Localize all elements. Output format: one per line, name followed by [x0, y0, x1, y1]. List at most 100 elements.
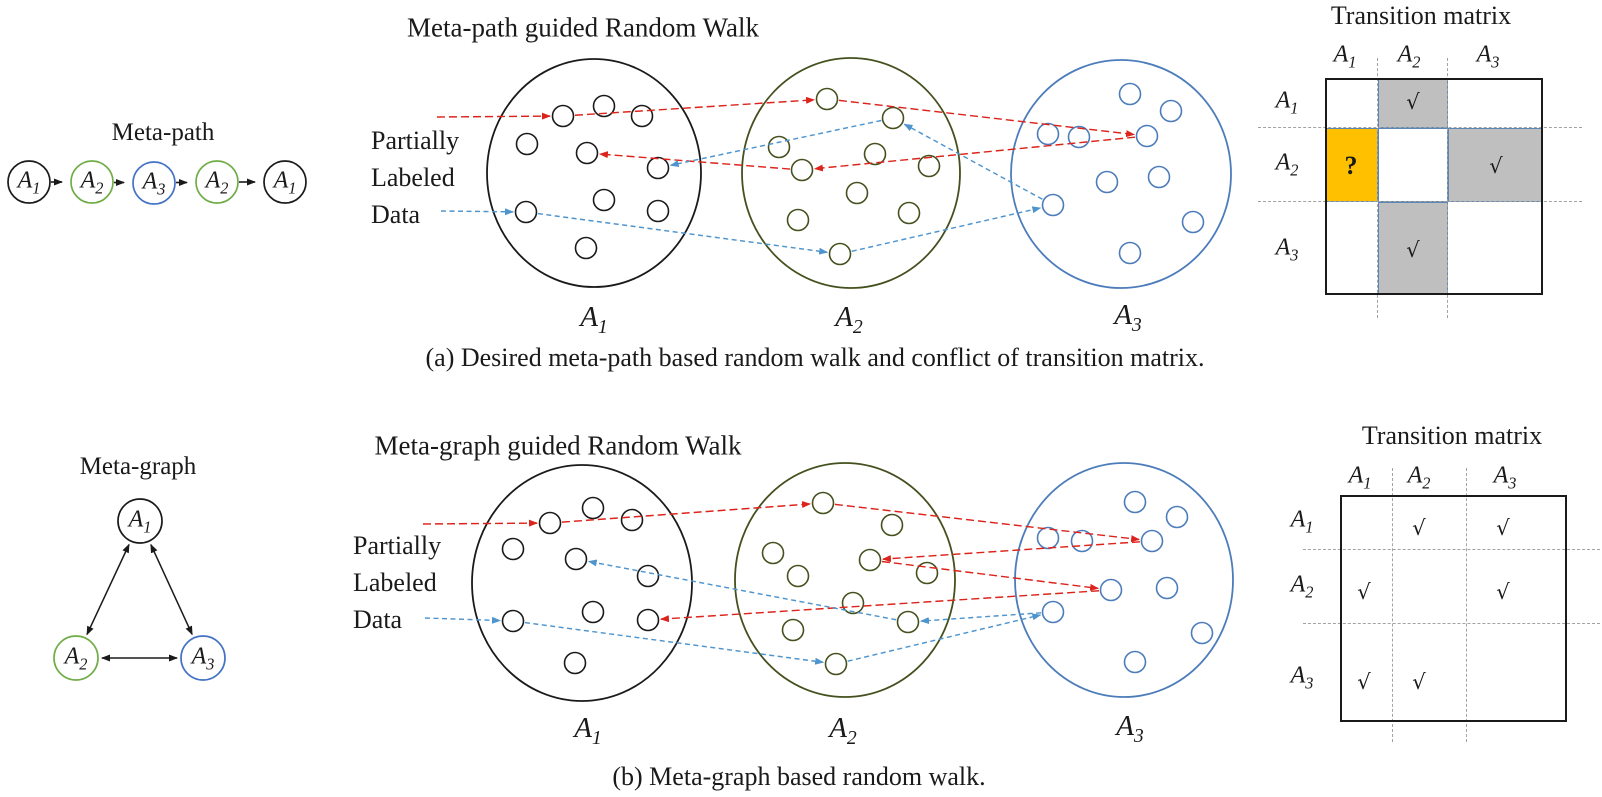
label-subscript: 2: [1290, 160, 1299, 180]
panel-b-red-walk-edge: [422, 519, 539, 527]
panel-a-matrix-cell-r0c1: [1378, 78, 1448, 128]
label-base: A: [574, 712, 592, 745]
meta-graph-node-A2: [53, 635, 99, 681]
label-base: A: [1333, 41, 1349, 68]
panel-a-node: [1135, 124, 1159, 148]
meta-graph-edge: [86, 543, 130, 636]
panel-b-node: [786, 564, 810, 588]
panel-b-node: [1123, 490, 1147, 514]
label-subscript: 2: [1412, 52, 1421, 72]
panel-a-matrix-border: [1325, 78, 1543, 295]
panel-b-matrix-col-header: A1: [1349, 463, 1372, 494]
label-subscript: 3: [1131, 313, 1142, 336]
label-subscript: 1: [1348, 52, 1357, 72]
panel-b-matrix-mark-r1c2: √: [1496, 580, 1510, 604]
panel-b-node: [1041, 600, 1065, 624]
label-subscript: 2: [79, 654, 88, 674]
panel-b-node: [1099, 578, 1123, 602]
panel-a-meta-path-title: Meta-path: [111, 119, 215, 146]
input-label-line: Partially: [371, 126, 460, 155]
label-subscript: 3: [1508, 473, 1517, 493]
panel-a-group-ellipse-A3: [1010, 59, 1232, 289]
panel-b-matrix-mark-r2c1: √: [1412, 670, 1426, 694]
panel-b-node: [880, 513, 904, 537]
panel-b-node: [1123, 650, 1147, 674]
label-subscript: 1: [32, 178, 41, 198]
input-label-line: Labeled: [353, 568, 437, 597]
panel-a-node: [1159, 99, 1183, 123]
label-subscript: 2: [852, 315, 863, 338]
panel-a-node: [1041, 193, 1065, 217]
panel-b-matrix-border: [1340, 495, 1567, 722]
panel-b-node: [1140, 529, 1164, 553]
meta-graph-node-A1: [117, 498, 163, 544]
label-base: A: [1275, 149, 1291, 176]
panel-b-node: [841, 591, 865, 615]
label-base: A: [80, 167, 96, 194]
panel-b-node: [636, 564, 660, 588]
panel-a-matrix-row-header: A1: [1276, 88, 1299, 119]
panel-a-node: [1181, 210, 1205, 234]
panel-b-matrix-row-header: A3: [1291, 663, 1314, 694]
panel-b-node: [824, 652, 848, 676]
label-base: A: [835, 301, 853, 334]
panel-a-walk-title: Meta-path guided Random Walk: [406, 12, 760, 43]
panel-b-node: [811, 491, 835, 515]
panel-a-node: [1095, 170, 1119, 194]
panel-b-blue-walk-edge: [587, 559, 897, 621]
panel-b-node: [1190, 621, 1214, 645]
label-base: A: [64, 643, 80, 670]
label-base: A: [128, 506, 144, 533]
panel-a-node: [515, 132, 539, 156]
panel-b-matrix-row-header: A1: [1291, 507, 1314, 538]
panel-a-matrix-grid-dash-vertical: [1377, 58, 1378, 318]
panel-b-matrix-col-header: A2: [1408, 463, 1431, 494]
panel-a-caption: (a) Desired meta-path based random walk …: [425, 343, 1205, 372]
panel-b-group-ellipse-A1: [471, 464, 693, 702]
label-base: A: [191, 643, 207, 670]
panel-a-matrix-row-header: A3: [1276, 235, 1299, 266]
label-base: A: [829, 712, 847, 745]
panel-b-matrix-mark-r0c2: √: [1496, 516, 1510, 540]
label-subscript: 1: [597, 315, 608, 338]
meta-path-node-A2: [195, 160, 239, 204]
meta-path-diagram: [7, 160, 307, 205]
label-base: A: [1348, 462, 1364, 489]
panel-b-red-walk-edge: [881, 541, 1141, 563]
panel-b-node: [564, 547, 588, 571]
panel-a-matrix-mark-r1c2: √: [1489, 154, 1503, 178]
panel-a-group-ellipse-A1: [486, 58, 702, 288]
label-base: A: [17, 167, 33, 194]
panel-b-node: [620, 508, 644, 532]
panel-b-group-label: A2: [829, 712, 857, 750]
panel-a-node: [767, 135, 791, 159]
input-label-line: Data: [353, 605, 403, 634]
panel-a-matrix-mark-r0c1: √: [1406, 90, 1420, 114]
label-subscript: 1: [1290, 98, 1299, 118]
panel-a-group-label: A2: [835, 301, 863, 339]
label-subscript: 2: [1305, 582, 1314, 602]
label-base: A: [1116, 710, 1134, 743]
panel-a-matrix-mark-r1c0: ?: [1344, 151, 1358, 180]
meta-graph-node-label: A2: [65, 644, 88, 675]
panel-b-group-ellipse-A3: [1014, 462, 1234, 698]
label-subscript: 3: [157, 179, 166, 199]
label-base: A: [1275, 87, 1291, 114]
panel-b-node: [538, 511, 562, 535]
panel-b-red-walk-edge: [659, 590, 1100, 623]
panel-a-node: [897, 201, 921, 225]
panel-a-matrix-title: Transition matrix: [1330, 1, 1512, 30]
panel-b-blue-walk-edge: [847, 613, 1042, 662]
label-subscript: 1: [1305, 517, 1314, 537]
panel-b-node: [1165, 505, 1189, 529]
panel-a-node: [646, 156, 670, 180]
meta-graph-node-A3: [180, 635, 226, 681]
label-subscript: 3: [1491, 52, 1500, 72]
panel-a-red-walk-edge: [436, 112, 552, 120]
panel-b-matrix-grid-dash-vertical: [1466, 468, 1467, 742]
panel-a-node: [1147, 165, 1171, 189]
panel-a-random-walk: [436, 57, 1232, 289]
panel-a-node: [790, 158, 814, 182]
